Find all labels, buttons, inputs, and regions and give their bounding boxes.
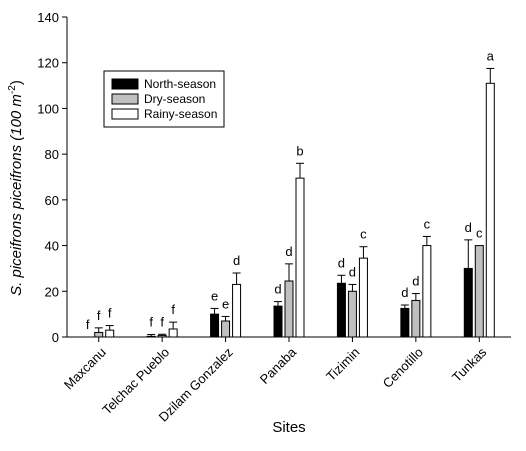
y-tick-label: 80: [45, 147, 59, 162]
x-tick-label: Tunkas: [449, 344, 490, 385]
bar: [400, 307, 410, 338]
bar: [232, 283, 242, 338]
significance-letter: d: [285, 244, 292, 259]
x-tick-label: Telchac Pueblo: [99, 345, 172, 418]
x-axis-title: Sites: [272, 419, 305, 436]
significance-letter: e: [211, 288, 218, 303]
y-axis-title: S. piceifrons piceifrons (100 m-2): [7, 80, 25, 296]
bar: [474, 245, 484, 338]
significance-letter: c: [360, 227, 367, 242]
x-tick-label: Maxcanu: [61, 345, 109, 393]
significance-letter: e: [222, 296, 229, 311]
bar: [157, 334, 167, 338]
bar: [463, 267, 473, 338]
bar: [358, 257, 368, 338]
y-axis-title-close: ): [8, 80, 25, 85]
bar: [168, 328, 178, 338]
y-tick-label: 20: [45, 284, 59, 299]
significance-letter: d: [412, 274, 419, 289]
significance-letter: d: [274, 282, 281, 297]
bar: [221, 320, 231, 338]
legend-label: Dry-season: [144, 92, 205, 106]
bar: [336, 282, 346, 338]
legend-swatch: [111, 93, 139, 105]
y-axis-title-superscript: -2: [7, 85, 18, 94]
bar: [485, 82, 495, 338]
bar: [295, 177, 305, 338]
legend-swatch: [111, 78, 139, 90]
y-tick-label: 60: [45, 193, 59, 208]
significance-letter: d: [233, 253, 240, 268]
bar: [105, 329, 115, 338]
y-tick-label: 100: [37, 101, 59, 116]
y-tick-label: 40: [45, 239, 59, 254]
legend-label: Rainy-season: [144, 107, 217, 121]
bar: [284, 280, 294, 338]
significance-letter: c: [476, 226, 483, 241]
significance-letter: f: [86, 317, 90, 332]
significance-letter: d: [338, 255, 345, 270]
x-tick-label: Panaba: [257, 344, 300, 387]
y-axis-title-main: S. piceifrons piceifrons (100 m: [8, 94, 25, 296]
significance-letter: c: [424, 216, 431, 231]
significance-letter: d: [465, 220, 472, 235]
bar: [347, 290, 357, 338]
significance-letter: f: [97, 308, 101, 323]
significance-letter: f: [160, 314, 164, 329]
svg-text:S. piceifrons piceifrons (100: S. piceifrons piceifrons (100 m-2): [7, 80, 25, 296]
y-tick-label: 0: [52, 330, 59, 345]
x-tick-label: Cenotillo: [380, 345, 426, 391]
bar: [94, 331, 104, 338]
significance-letter: f: [149, 314, 153, 329]
significance-letter: d: [349, 264, 356, 279]
y-tick-label: 140: [37, 10, 59, 25]
bar: [210, 313, 220, 338]
legend-swatch: [111, 108, 139, 120]
bar: [411, 299, 421, 338]
significance-letter: f: [108, 306, 112, 321]
legend-label: North-season: [144, 77, 216, 91]
y-tick-label: 120: [37, 56, 59, 71]
bar: [422, 245, 432, 338]
bar: [273, 305, 283, 338]
significance-letter: b: [296, 143, 303, 158]
significance-letter: a: [487, 48, 495, 63]
significance-letter: d: [401, 285, 408, 300]
x-tick-label: Tizimin: [323, 345, 362, 384]
significance-letter: f: [171, 302, 175, 317]
bar: [146, 335, 156, 338]
